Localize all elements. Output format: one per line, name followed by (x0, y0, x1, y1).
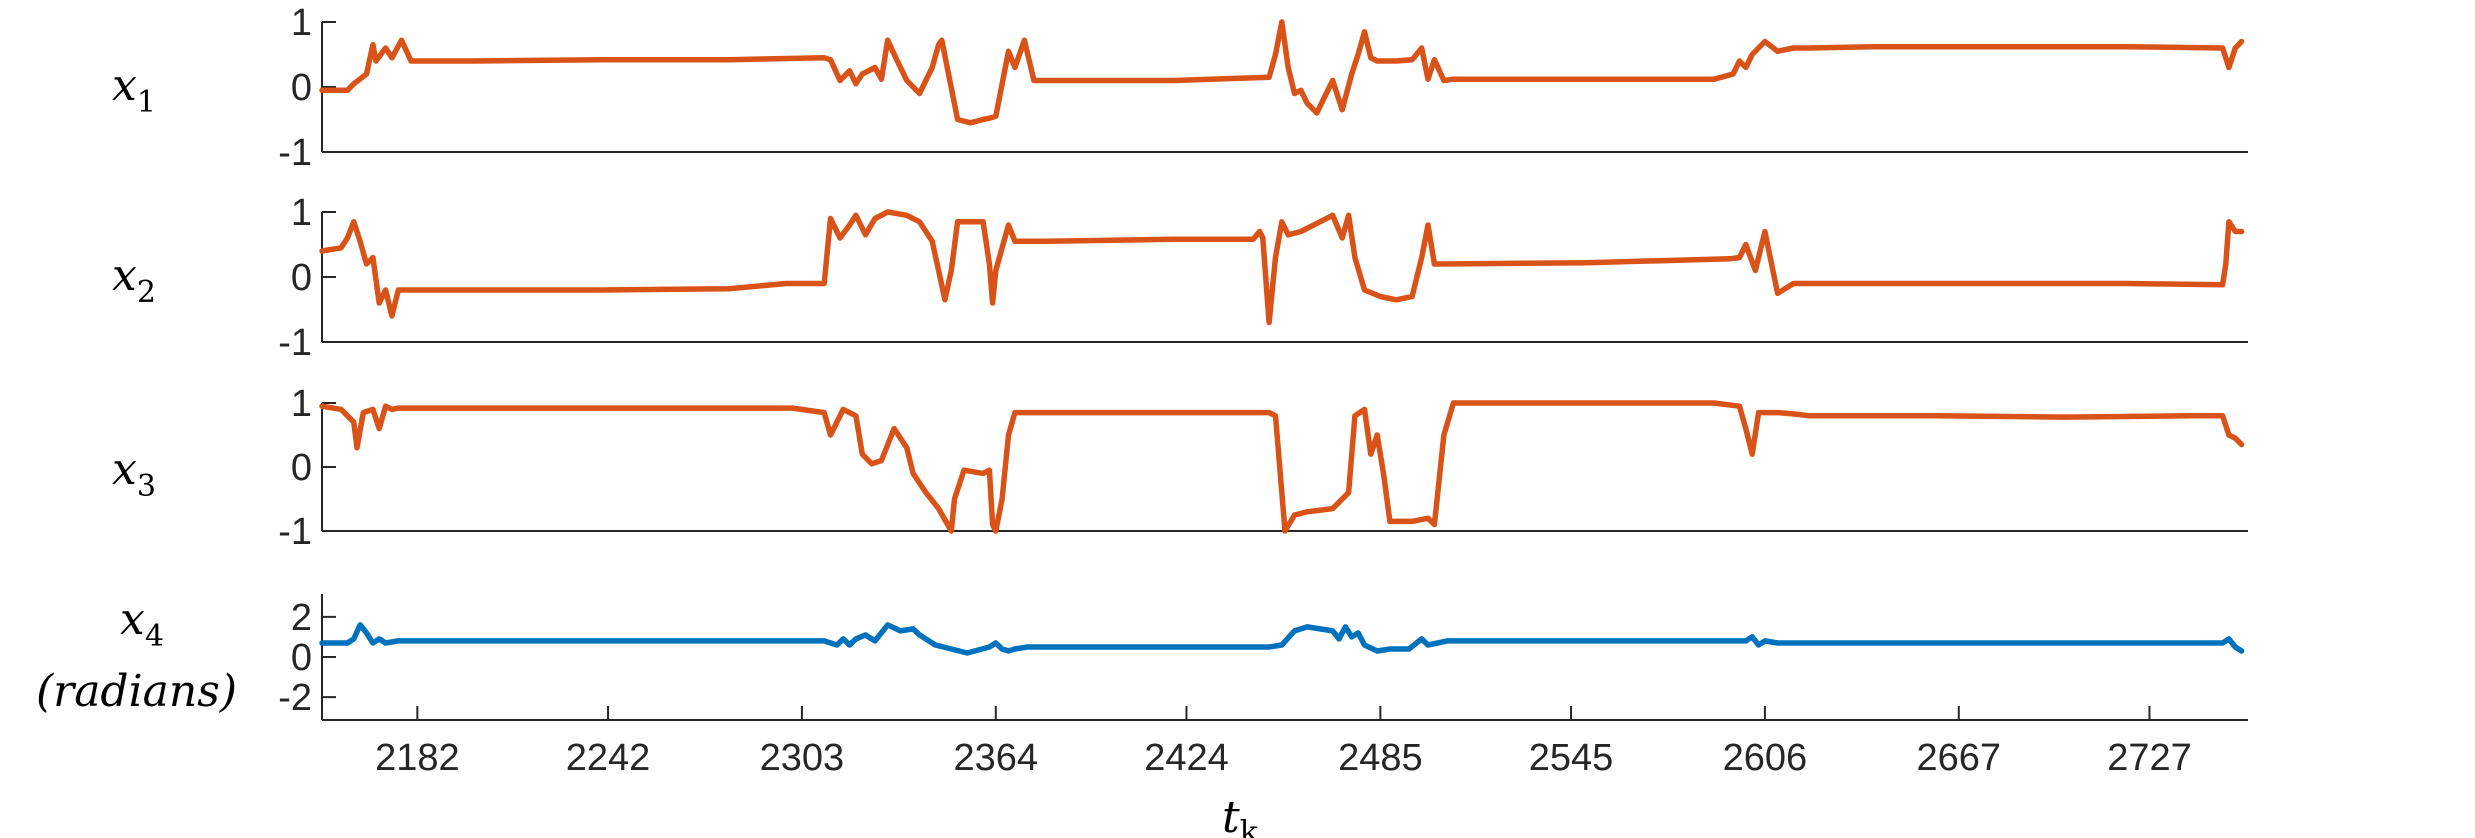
panel-x3: x3 1 0 -1 (112, 383, 2248, 553)
panel-x2: x2 1 0 -1 (112, 192, 2248, 364)
y-tick-label: 1 (291, 192, 312, 234)
x-tick-label: 2424 (1144, 737, 1229, 779)
y-tick-label: 0 (291, 447, 312, 489)
panel-x1: x1 1 0 -1 (112, 2, 2248, 174)
y-tick-label: 1 (291, 2, 312, 44)
x-tick-label: 2303 (760, 737, 845, 779)
ylabel-x4: x4 (120, 594, 164, 654)
x-tick-label: 2606 (1723, 737, 1808, 779)
x-tick-label: 2545 (1529, 737, 1614, 779)
y-tick-label: 0 (291, 637, 312, 679)
y-tick-label: -1 (278, 132, 312, 174)
x-tick-label: 2667 (1917, 737, 2002, 779)
series-line-x4 (319, 622, 2245, 656)
x-tick-label: 2242 (566, 737, 651, 779)
x-axis: tk 2182 2242 2303 2364 2424 2485 2545 2606 2667 2… (375, 706, 2192, 838)
y-tick-label: -1 (278, 322, 312, 364)
y-tick-label: -1 (278, 511, 312, 553)
y-tick-label: 0 (291, 67, 312, 109)
series-line-x3 (319, 400, 2245, 534)
series-line-x1 (319, 19, 2245, 126)
y-tick-label: 0 (291, 257, 312, 299)
ylabel-x3: x3 (112, 444, 156, 504)
y-tick-label: -2 (278, 677, 312, 719)
ylabel-x1: x1 (112, 60, 156, 120)
x-tick-label: 2727 (2107, 737, 2192, 779)
x-tick-label: 2182 (375, 737, 460, 779)
ylabel-x4-unit: (radians) (36, 666, 237, 717)
x-tick-label: 2364 (954, 737, 1039, 779)
y-tick-label: 1 (291, 383, 312, 425)
series-line-x2 (319, 209, 2245, 326)
y-tick-label: 2 (291, 597, 312, 639)
ylabel-x2: x2 (112, 250, 156, 310)
panel-x4: x4 (radians) 20-2 (36, 594, 2248, 721)
xlabel-tk: tk (1222, 792, 1259, 838)
x-tick-label: 2485 (1338, 737, 1423, 779)
